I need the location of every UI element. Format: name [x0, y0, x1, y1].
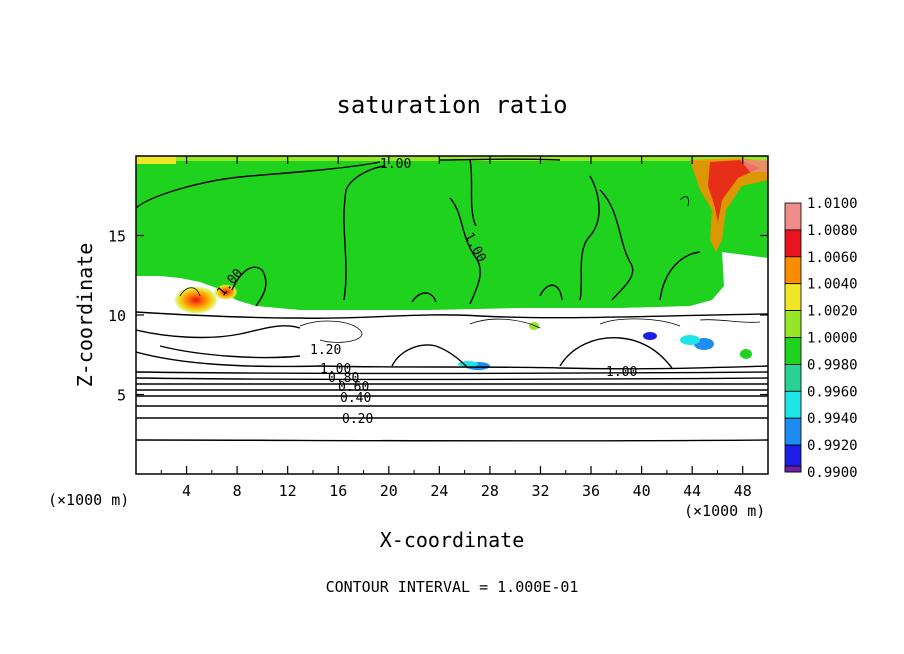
hot-plume-core: [708, 160, 760, 222]
x-tick-label: 44: [683, 482, 701, 500]
x-axis-title: X-coordinate: [380, 528, 525, 552]
colorbar-label: 1.0020: [807, 304, 858, 320]
left-hotspot-2: [214, 284, 238, 300]
colorbar-swatch: [784, 465, 802, 473]
colorbar-swatch: [784, 283, 802, 312]
x-tick-label: 24: [430, 482, 448, 500]
contour-interval-note: CONTOUR INTERVAL = 1.000E-01: [326, 578, 579, 596]
green-dot-2: [740, 349, 752, 359]
x-tick-label: 4: [182, 482, 191, 500]
y-axis-title: Z-coordinate: [73, 243, 97, 388]
colorbar-label: 0.9960: [807, 384, 858, 400]
x-tick-label: 20: [380, 482, 398, 500]
colorbar-label: 1.0040: [807, 277, 858, 293]
contour-lines-thin: [179, 196, 761, 343]
x-tick-label: 8: [233, 482, 242, 500]
x-tick-label: 40: [633, 482, 651, 500]
white-patch-right: [712, 252, 768, 310]
x-axis-ticks: 4 8 12 16 20 24 28 32 36 40 44 48: [160, 156, 752, 500]
colorbar-label: 0.9940: [807, 411, 858, 427]
green-field-region: [136, 156, 768, 310]
z-unit-label: (×1000 m): [48, 491, 129, 509]
contour-label: 0.80: [328, 371, 359, 386]
colorbar-label: 1.0060: [807, 250, 858, 266]
colorbar: 1.0100 1.0080 1.0060 1.0040 1.0020 1.0000 0.99…: [784, 196, 858, 481]
colorbar-label: 1.0080: [807, 223, 858, 239]
colorbar-label: 0.9980: [807, 357, 858, 373]
colorbar-label: 0.9900: [807, 465, 858, 481]
green-dot: [529, 322, 539, 330]
contour-label: 1.00: [320, 362, 351, 377]
colorbar-label: 1.0000: [807, 331, 858, 347]
saturation-field: [136, 156, 768, 474]
y-tick-label: 5: [117, 387, 126, 405]
chart-title: saturation ratio: [336, 91, 567, 119]
hot-plume-edge: [740, 160, 768, 172]
colorbar-swatch: [784, 417, 802, 446]
y-tick-label: 15: [108, 228, 126, 246]
y-tick-label: 10: [108, 307, 126, 325]
contour-label: 0.20: [342, 412, 373, 427]
colorbar-swatch: [784, 256, 802, 285]
contour-label: 0.60: [338, 380, 369, 395]
x-tick-label: 12: [279, 482, 297, 500]
colorbar-label: 0.9920: [807, 438, 858, 454]
blue-patch-3: [643, 332, 657, 340]
x-unit-label: (×1000 m): [684, 502, 765, 520]
colorbar-swatch: [784, 337, 802, 365]
colorbar-label: 1.0100: [807, 196, 858, 212]
cyan-patch-2: [680, 335, 700, 345]
x-tick-label: 48: [734, 482, 752, 500]
y-axis-ticks: 5 10 15: [108, 228, 768, 405]
x-tick-label: 28: [481, 482, 499, 500]
left-hotspot: [174, 286, 218, 314]
colorbar-swatch: [784, 229, 802, 258]
colorbar-swatch: [784, 390, 802, 419]
contour-label: 1.00: [380, 157, 411, 172]
top-strip: [136, 156, 768, 161]
colorbar-swatch: [784, 363, 802, 392]
colorbar-swatch: [784, 310, 802, 338]
contour-label: 0.40: [340, 391, 371, 406]
colorbar-swatch: [784, 202, 802, 231]
x-tick-label: 36: [582, 482, 600, 500]
x-tick-label: 32: [531, 482, 549, 500]
top-strip-hot: [136, 156, 176, 164]
contour-label: 1.20: [310, 343, 341, 358]
x-tick-label: 16: [329, 482, 347, 500]
contour-lines: [136, 158, 768, 442]
contour-label: 1.00: [606, 365, 637, 380]
